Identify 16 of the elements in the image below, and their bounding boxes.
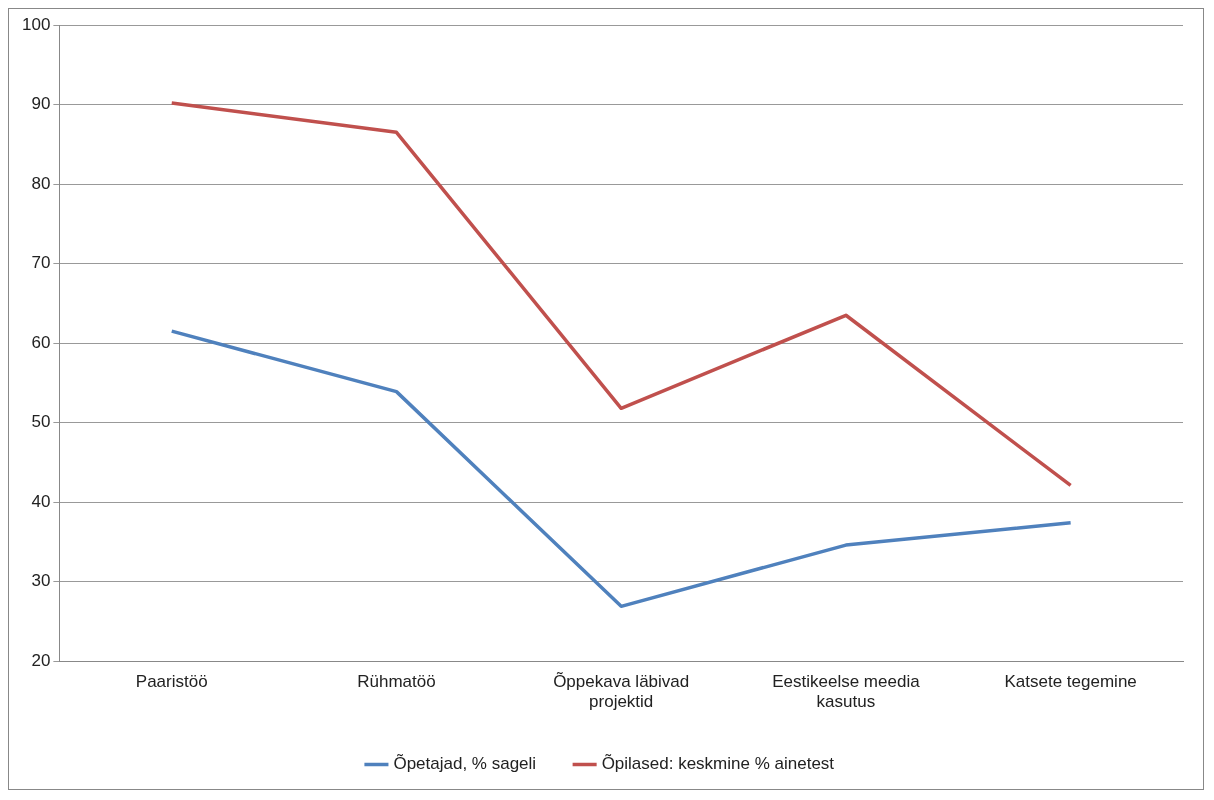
x-tick-label: Õppekava läbivad projektid [553,672,690,712]
y-tick-label: 70 [31,253,51,273]
y-tick-label: 80 [31,173,51,193]
x-tick-label: Katsete tegemine [1004,672,1137,692]
y-tick-label: 40 [31,491,51,511]
y-tick-label: 30 [31,571,51,591]
y-tick-label: 60 [31,332,51,352]
y-tick-label: 20 [31,650,51,670]
x-tick-label: Rühmatöö [357,672,436,692]
legend-label: Õpetajad, % sageli [393,754,537,774]
y-tick-label: 90 [31,94,51,114]
legend-label: Õpilased: keskmine % ainetest [601,754,835,774]
y-tick-label: 100 [21,14,51,34]
x-tick-label: Paaristöö [135,672,208,692]
x-tick-label: Eestikeelse meedia kasutus [772,672,921,712]
y-tick-label: 50 [31,412,51,432]
